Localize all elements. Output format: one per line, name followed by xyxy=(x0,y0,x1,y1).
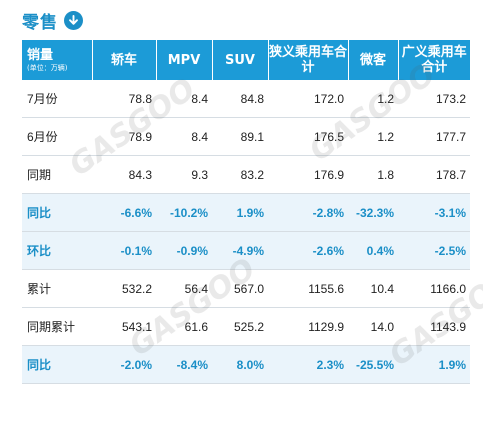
column-header: 广义乘用车合计 xyxy=(398,40,470,80)
table-cell: 8.0% xyxy=(212,345,268,384)
row-label: 6月份 xyxy=(22,117,92,156)
table-cell: -2.8% xyxy=(268,193,348,232)
table-cell: 0.4% xyxy=(348,231,398,270)
section-header: 零售 xyxy=(0,0,483,40)
table-cell: 1.9% xyxy=(212,193,268,232)
table-cell: 1155.6 xyxy=(268,269,348,308)
table-cell: 172.0 xyxy=(268,80,348,118)
table-cell: 78.9 xyxy=(92,117,156,156)
table-cell: 176.9 xyxy=(268,155,348,194)
column-header: 狭义乘用车合计 xyxy=(268,40,349,80)
row-label: 环比 xyxy=(22,231,92,270)
table-cell: 1.2 xyxy=(348,80,398,118)
table-cell: 176.5 xyxy=(268,117,348,156)
table-cell: 56.4 xyxy=(156,269,212,308)
row-label: 同比 xyxy=(22,345,92,384)
table-row: 同期 84.3 9.3 83.2 176.9 1.8 178.7 xyxy=(22,155,470,194)
table-cell: -8.4% xyxy=(156,345,212,384)
table-cell: 78.8 xyxy=(92,80,156,118)
table-cell: 8.4 xyxy=(156,80,212,118)
table-cell: -2.5% xyxy=(398,231,470,270)
table-cell: -3.1% xyxy=(398,193,470,232)
table-cell: 178.7 xyxy=(398,155,470,194)
table-cell: 1.2 xyxy=(348,117,398,156)
column-header: 销量 (单位：万辆) xyxy=(22,40,93,80)
unit-label: (单位：万辆) xyxy=(27,63,68,72)
arrow-down-circle-icon xyxy=(64,10,83,30)
table-cell: 543.1 xyxy=(92,307,156,346)
table-cell: 1.9% xyxy=(398,345,470,384)
table-cell: 9.3 xyxy=(156,155,212,194)
row-label: 7月份 xyxy=(22,80,92,118)
column-header: SUV xyxy=(212,40,269,80)
row-label: 累计 xyxy=(22,269,92,308)
table-cell: 532.2 xyxy=(92,269,156,308)
column-header: MPV xyxy=(156,40,213,80)
table-cell: -6.6% xyxy=(92,193,156,232)
table-cell: -2.6% xyxy=(268,231,348,270)
table-cell: 567.0 xyxy=(212,269,268,308)
table-cell: -0.9% xyxy=(156,231,212,270)
table-cell: 83.2 xyxy=(212,155,268,194)
table-cell: 525.2 xyxy=(212,307,268,346)
table-cell: 84.8 xyxy=(212,80,268,118)
table-row: 环比 -0.1% -0.9% -4.9% -2.6% 0.4% -2.5% xyxy=(22,231,470,270)
table-cell: -32.3% xyxy=(348,193,398,232)
row-label: 同期累计 xyxy=(22,307,92,346)
row-label: 同比 xyxy=(22,193,92,232)
table-cell: 14.0 xyxy=(348,307,398,346)
table-row: 累计 532.2 56.4 567.0 1155.6 10.4 1166.0 xyxy=(22,269,470,308)
table-cell: -2.0% xyxy=(92,345,156,384)
row-label: 同期 xyxy=(22,155,92,194)
table-cell: 84.3 xyxy=(92,155,156,194)
table-cell: 1.8 xyxy=(348,155,398,194)
table-cell: 173.2 xyxy=(398,80,470,118)
table-cell: 10.4 xyxy=(348,269,398,308)
table-cell: -0.1% xyxy=(92,231,156,270)
table-cell: 1166.0 xyxy=(398,269,470,308)
table-cell: -4.9% xyxy=(212,231,268,270)
table-row: 7月份 78.8 8.4 84.8 172.0 1.2 173.2 xyxy=(22,80,470,118)
sales-table: 销量 (单位：万辆) 轿车 MPV SUV 狭义乘用车合计 微客 广义乘用车合计… xyxy=(22,40,470,384)
column-header: 轿车 xyxy=(92,40,157,80)
table-row: 6月份 78.9 8.4 89.1 176.5 1.2 177.7 xyxy=(22,117,470,156)
table-cell: 1129.9 xyxy=(268,307,348,346)
table-row: 同期累计 543.1 61.6 525.2 1129.9 14.0 1143.9 xyxy=(22,307,470,346)
table-cell: -10.2% xyxy=(156,193,212,232)
table-cell: -25.5% xyxy=(348,345,398,384)
table-cell: 177.7 xyxy=(398,117,470,156)
table-cell: 61.6 xyxy=(156,307,212,346)
column-header: 微客 xyxy=(348,40,399,80)
table-cell: 1143.9 xyxy=(398,307,470,346)
section-title: 零售 xyxy=(22,12,58,33)
table-row: 同比 -2.0% -8.4% 8.0% 2.3% -25.5% 1.9% xyxy=(22,345,470,384)
table-header-row: 销量 (单位：万辆) 轿车 MPV SUV 狭义乘用车合计 微客 广义乘用车合计 xyxy=(22,40,470,80)
table-cell: 89.1 xyxy=(212,117,268,156)
table-cell: 8.4 xyxy=(156,117,212,156)
table-cell: 2.3% xyxy=(268,345,348,384)
table-row: 同比 -6.6% -10.2% 1.9% -2.8% -32.3% -3.1% xyxy=(22,193,470,232)
